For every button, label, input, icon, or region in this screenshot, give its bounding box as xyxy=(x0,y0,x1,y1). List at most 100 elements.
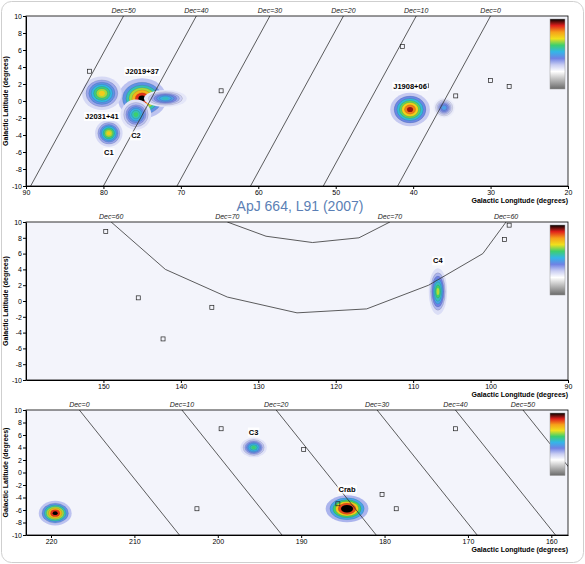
source-contour xyxy=(429,268,447,315)
label-patch xyxy=(432,256,444,265)
x-axis-title: Galactic Longitude (degrees) xyxy=(472,546,568,554)
y-tick-mark xyxy=(23,380,26,381)
source-contour xyxy=(433,279,443,304)
x-tick-label: 90 xyxy=(565,383,573,390)
y-tick-mark xyxy=(23,222,26,223)
y-tick-label: 4 xyxy=(18,64,22,71)
source-contour xyxy=(431,273,446,311)
y-tick-mark xyxy=(23,410,26,411)
y-tick: 10 xyxy=(14,219,26,226)
plot-area xyxy=(31,16,512,186)
x-tick-label: 160 xyxy=(546,538,558,545)
figure: 9080706050403020-10-8-6-4-20246810Galact… xyxy=(0,0,585,564)
y-tick-label: 0 xyxy=(18,98,22,105)
x-axis-title: Galactic Longitude (degrees) xyxy=(472,197,568,205)
dec-label: Dec=70 xyxy=(215,213,239,220)
source xyxy=(240,438,266,458)
source-peak xyxy=(99,91,105,96)
x-tick-label: 130 xyxy=(253,383,265,390)
y-tick: 10 xyxy=(14,407,26,414)
y-tick-label: 10 xyxy=(14,219,22,226)
x-tick-label: 120 xyxy=(330,383,342,390)
source-peak xyxy=(344,507,351,511)
source-contour xyxy=(154,94,177,103)
source-label: Crab xyxy=(338,485,356,494)
x-axis: 15014013012011010090 xyxy=(27,380,573,390)
catalog-marker xyxy=(503,237,507,241)
y-tick-label: 8 xyxy=(18,419,22,426)
dec-line xyxy=(182,410,282,535)
catalog-marker xyxy=(454,94,458,98)
y-tick-label: 8 xyxy=(18,235,22,242)
y-tick-label: 4 xyxy=(18,444,22,451)
x-tick: 30 xyxy=(487,186,495,196)
source-contour xyxy=(126,105,146,125)
source-label: J1908+06 xyxy=(393,82,427,91)
x-tick: 160 xyxy=(546,535,558,545)
catalog-marker xyxy=(380,492,384,496)
source-labels: C4 xyxy=(432,256,444,265)
catalog-marker xyxy=(161,337,165,341)
y-tick: -6 xyxy=(16,149,26,156)
y-axis-line xyxy=(26,411,27,536)
y-axis: -10-8-6-4-20246810 xyxy=(12,219,27,384)
y-tick-label: -10 xyxy=(12,532,22,539)
plot-area xyxy=(39,410,568,535)
y-tick-label: 10 xyxy=(14,13,22,20)
source-label: C3 xyxy=(249,428,259,437)
y-tick-mark xyxy=(23,33,26,34)
dec-line xyxy=(79,410,179,535)
plot-frame xyxy=(26,410,568,535)
colorbar xyxy=(550,225,565,295)
source-labels: J2019+37C2J2031+41C1J1908+06 xyxy=(84,67,428,157)
catalog-marker xyxy=(453,427,457,431)
source-contour xyxy=(240,438,266,458)
source xyxy=(429,268,447,315)
source-contour xyxy=(132,110,141,118)
y-tick-mark xyxy=(23,50,26,51)
y-tick: 6 xyxy=(18,47,26,54)
y-tick: 8 xyxy=(18,419,26,426)
y-tick-label: -8 xyxy=(16,519,22,526)
source-contour xyxy=(94,86,111,100)
x-tick: 130 xyxy=(253,380,265,390)
plot-area xyxy=(104,222,511,341)
x-tick-label: 40 xyxy=(410,189,418,196)
y-tick: -8 xyxy=(16,166,26,173)
y-tick-label: -4 xyxy=(16,132,22,139)
source-contour xyxy=(245,441,262,454)
y-tick: 10 xyxy=(14,13,26,20)
x-tick-label: 170 xyxy=(463,538,475,545)
y-tick-mark xyxy=(23,152,26,153)
colorbar xyxy=(550,413,565,476)
source-contour xyxy=(330,498,364,520)
dec-line xyxy=(455,410,555,535)
y-axis-title: Galactic Latitude (degrees) xyxy=(2,256,10,346)
x-tick-label: 180 xyxy=(379,538,391,545)
x-tick-label: 110 xyxy=(408,383,419,390)
label-patch xyxy=(248,428,260,437)
y-tick-label: -6 xyxy=(16,507,22,514)
y-tick: 8 xyxy=(18,30,26,37)
y-tick: -4 xyxy=(16,329,26,336)
source-contour xyxy=(441,105,447,111)
y-tick-label: 6 xyxy=(18,432,22,439)
y-tick-label: -4 xyxy=(16,494,22,501)
source-contour xyxy=(144,90,187,107)
y-tick: -4 xyxy=(16,132,26,139)
y-tick-mark xyxy=(23,16,26,17)
y-tick-mark xyxy=(23,301,26,302)
x-axis-line xyxy=(27,186,569,187)
y-tick-label: -10 xyxy=(12,183,22,190)
dec-label: Dec=60 xyxy=(99,213,123,220)
source-peak xyxy=(437,288,440,295)
dec-label: Dec=20 xyxy=(264,401,288,408)
source-contour xyxy=(432,276,444,307)
x-tick: 20 xyxy=(565,186,573,196)
y-tick: -8 xyxy=(16,361,26,368)
y-tick-mark xyxy=(23,523,26,524)
x-tick-label: 100 xyxy=(485,383,497,390)
catalog-marker xyxy=(104,229,108,233)
y-tick-label: 8 xyxy=(18,30,22,37)
source-contour xyxy=(86,80,118,107)
